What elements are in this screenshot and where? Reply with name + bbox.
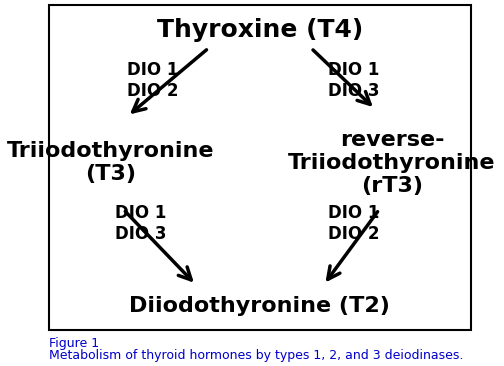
Text: reverse-
Triiodothyronine
(rT3): reverse- Triiodothyronine (rT3)	[288, 130, 496, 196]
Text: DIO 1
DIO 3: DIO 1 DIO 3	[114, 204, 166, 243]
Text: Triiodothyronine
(T3): Triiodothyronine (T3)	[7, 141, 214, 184]
Text: Figure 1: Figure 1	[49, 337, 99, 350]
FancyBboxPatch shape	[49, 5, 471, 329]
Text: Metabolism of thyroid hormones by types 1, 2, and 3 deiodinases.: Metabolism of thyroid hormones by types …	[49, 349, 463, 362]
Text: DIO 1
DIO 3: DIO 1 DIO 3	[328, 61, 380, 100]
Text: Diiodothyronine (T2): Diiodothyronine (T2)	[130, 296, 390, 316]
Text: Thyroxine (T4): Thyroxine (T4)	[157, 18, 363, 42]
Text: DIO 1
DIO 2: DIO 1 DIO 2	[328, 204, 380, 243]
Text: DIO 1
DIO 2: DIO 1 DIO 2	[128, 61, 179, 100]
